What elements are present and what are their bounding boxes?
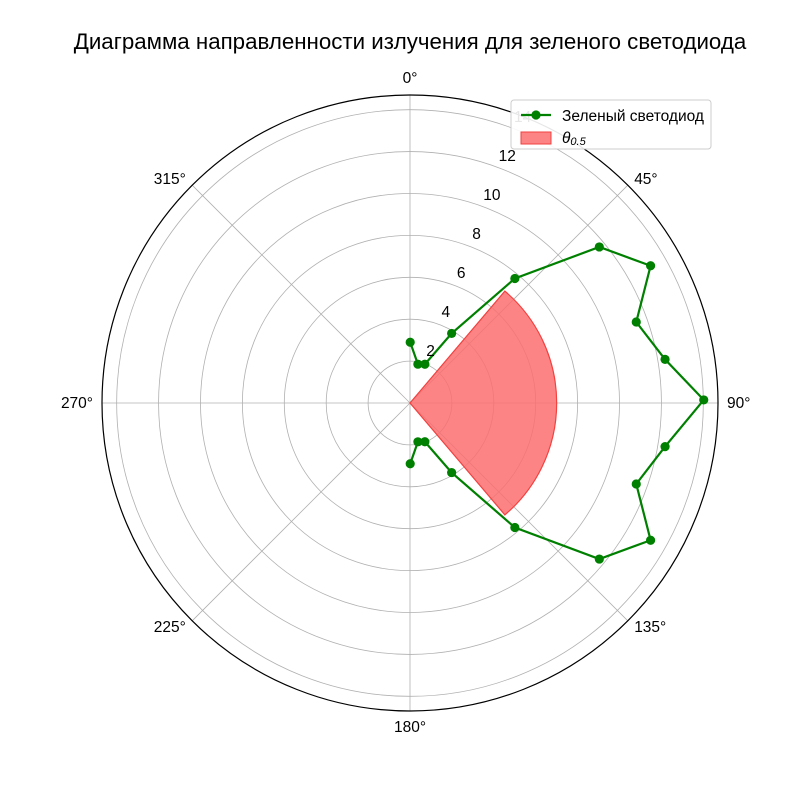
svg-text:8: 8 xyxy=(472,226,481,243)
svg-text:Зеленый светодиод: Зеленый светодиод xyxy=(562,108,704,125)
svg-text:45°: 45° xyxy=(634,171,657,188)
svg-text:90°: 90° xyxy=(727,395,750,412)
svg-text:2: 2 xyxy=(426,343,435,360)
svg-text:12: 12 xyxy=(499,148,516,165)
svg-text:4: 4 xyxy=(441,304,450,321)
svg-text:315°: 315° xyxy=(154,171,186,188)
svg-text:Диаграмма направленности излуч: Диаграмма направленности излучения для з… xyxy=(74,29,747,54)
svg-text:0°: 0° xyxy=(403,70,418,87)
svg-text:135°: 135° xyxy=(634,619,666,636)
svg-text:6: 6 xyxy=(457,265,466,282)
svg-text:270°: 270° xyxy=(61,395,93,412)
svg-text:180°: 180° xyxy=(394,719,426,736)
svg-text:10: 10 xyxy=(483,187,501,204)
svg-text:225°: 225° xyxy=(154,619,186,636)
